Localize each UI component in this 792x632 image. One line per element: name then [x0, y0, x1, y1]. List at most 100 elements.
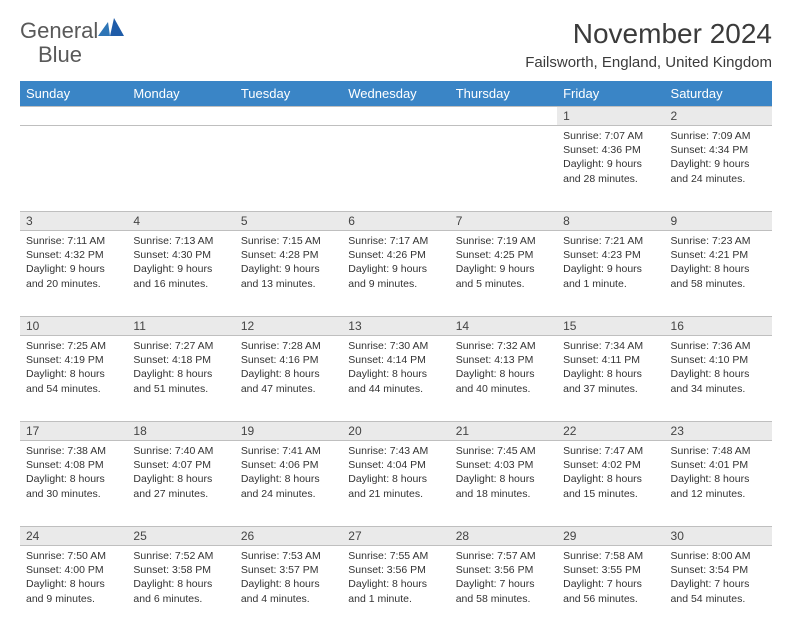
sunset-line: Sunset: 4:14 PM	[348, 353, 443, 367]
day-number-cell	[450, 107, 557, 126]
sunset-line: Sunset: 4:07 PM	[133, 458, 228, 472]
day-cell: Sunrise: 7:45 AMSunset: 4:03 PMDaylight:…	[450, 441, 557, 527]
calendar-table: SundayMondayTuesdayWednesdayThursdayFrid…	[20, 81, 772, 632]
day-cell: Sunrise: 7:19 AMSunset: 4:25 PMDaylight:…	[450, 231, 557, 317]
day-header: Friday	[557, 81, 664, 107]
sunrise-line: Sunrise: 7:27 AM	[133, 339, 228, 353]
daylight-line: Daylight: 8 hours and 18 minutes.	[456, 472, 551, 500]
day-number-cell: 5	[235, 212, 342, 231]
day-cell	[235, 126, 342, 212]
day-cell: Sunrise: 7:17 AMSunset: 4:26 PMDaylight:…	[342, 231, 449, 317]
day-cell: Sunrise: 7:40 AMSunset: 4:07 PMDaylight:…	[127, 441, 234, 527]
daylight-line: Daylight: 8 hours and 9 minutes.	[26, 577, 121, 605]
day-cell: Sunrise: 7:11 AMSunset: 4:32 PMDaylight:…	[20, 231, 127, 317]
daylight-line: Daylight: 9 hours and 9 minutes.	[348, 262, 443, 290]
day-cell: Sunrise: 7:13 AMSunset: 4:30 PMDaylight:…	[127, 231, 234, 317]
sunrise-line: Sunrise: 7:40 AM	[133, 444, 228, 458]
day-cell-body: Sunrise: 7:07 AMSunset: 4:36 PMDaylight:…	[557, 126, 664, 192]
daynum-row: 12	[20, 107, 772, 126]
sunset-line: Sunset: 4:04 PM	[348, 458, 443, 472]
logo: General Blue	[20, 18, 124, 67]
daylight-line: Daylight: 9 hours and 20 minutes.	[26, 262, 121, 290]
day-cell: Sunrise: 7:27 AMSunset: 4:18 PMDaylight:…	[127, 336, 234, 422]
day-cell	[342, 126, 449, 212]
day-cell	[127, 126, 234, 212]
sunset-line: Sunset: 4:06 PM	[241, 458, 336, 472]
day-number-cell: 4	[127, 212, 234, 231]
day-cell-body: Sunrise: 7:36 AMSunset: 4:10 PMDaylight:…	[665, 336, 772, 402]
week-row: Sunrise: 7:50 AMSunset: 4:00 PMDaylight:…	[20, 546, 772, 632]
week-row: Sunrise: 7:38 AMSunset: 4:08 PMDaylight:…	[20, 441, 772, 527]
daynum-row: 24252627282930	[20, 527, 772, 546]
month-title: November 2024	[525, 18, 772, 50]
daylight-line: Daylight: 8 hours and 4 minutes.	[241, 577, 336, 605]
sunset-line: Sunset: 3:56 PM	[456, 563, 551, 577]
day-cell	[450, 126, 557, 212]
day-cell-body: Sunrise: 7:45 AMSunset: 4:03 PMDaylight:…	[450, 441, 557, 507]
day-cell: Sunrise: 7:57 AMSunset: 3:56 PMDaylight:…	[450, 546, 557, 632]
day-cell-body: Sunrise: 7:28 AMSunset: 4:16 PMDaylight:…	[235, 336, 342, 402]
day-cell: Sunrise: 7:36 AMSunset: 4:10 PMDaylight:…	[665, 336, 772, 422]
day-cell-body: Sunrise: 7:11 AMSunset: 4:32 PMDaylight:…	[20, 231, 127, 297]
sunrise-line: Sunrise: 7:45 AM	[456, 444, 551, 458]
sunset-line: Sunset: 4:26 PM	[348, 248, 443, 262]
sunrise-line: Sunrise: 7:13 AM	[133, 234, 228, 248]
day-cell-body: Sunrise: 7:15 AMSunset: 4:28 PMDaylight:…	[235, 231, 342, 297]
day-number-cell	[127, 107, 234, 126]
day-header: Wednesday	[342, 81, 449, 107]
week-row: Sunrise: 7:07 AMSunset: 4:36 PMDaylight:…	[20, 126, 772, 212]
day-cell-body: Sunrise: 7:38 AMSunset: 4:08 PMDaylight:…	[20, 441, 127, 507]
sunset-line: Sunset: 3:55 PM	[563, 563, 658, 577]
sunset-line: Sunset: 4:34 PM	[671, 143, 766, 157]
day-cell-body: Sunrise: 8:00 AMSunset: 3:54 PMDaylight:…	[665, 546, 772, 612]
day-cell: Sunrise: 7:25 AMSunset: 4:19 PMDaylight:…	[20, 336, 127, 422]
day-number-cell: 30	[665, 527, 772, 546]
daylight-line: Daylight: 8 hours and 27 minutes.	[133, 472, 228, 500]
daylight-line: Daylight: 8 hours and 47 minutes.	[241, 367, 336, 395]
sunrise-line: Sunrise: 7:57 AM	[456, 549, 551, 563]
day-number-cell: 17	[20, 422, 127, 441]
day-cell-body: Sunrise: 7:27 AMSunset: 4:18 PMDaylight:…	[127, 336, 234, 402]
daylight-line: Daylight: 8 hours and 37 minutes.	[563, 367, 658, 395]
sunrise-line: Sunrise: 7:28 AM	[241, 339, 336, 353]
daylight-line: Daylight: 8 hours and 21 minutes.	[348, 472, 443, 500]
daylight-line: Daylight: 7 hours and 58 minutes.	[456, 577, 551, 605]
sunrise-line: Sunrise: 7:43 AM	[348, 444, 443, 458]
day-number-cell: 11	[127, 317, 234, 336]
day-cell-body: Sunrise: 7:30 AMSunset: 4:14 PMDaylight:…	[342, 336, 449, 402]
logo-text: General Blue	[20, 18, 124, 67]
day-cell-body: Sunrise: 7:55 AMSunset: 3:56 PMDaylight:…	[342, 546, 449, 612]
sunset-line: Sunset: 4:21 PM	[671, 248, 766, 262]
daylight-line: Daylight: 9 hours and 16 minutes.	[133, 262, 228, 290]
sunrise-line: Sunrise: 7:17 AM	[348, 234, 443, 248]
logo-text-gray: General	[20, 18, 98, 43]
day-number-cell: 10	[20, 317, 127, 336]
sunset-line: Sunset: 4:30 PM	[133, 248, 228, 262]
day-cell: Sunrise: 7:09 AMSunset: 4:34 PMDaylight:…	[665, 126, 772, 212]
day-cell: Sunrise: 7:38 AMSunset: 4:08 PMDaylight:…	[20, 441, 127, 527]
sunrise-line: Sunrise: 7:41 AM	[241, 444, 336, 458]
day-cell-body: Sunrise: 7:47 AMSunset: 4:02 PMDaylight:…	[557, 441, 664, 507]
day-number-cell: 14	[450, 317, 557, 336]
day-number-cell	[20, 107, 127, 126]
sunset-line: Sunset: 3:54 PM	[671, 563, 766, 577]
logo-mark-icon	[98, 18, 124, 38]
sunrise-line: Sunrise: 7:11 AM	[26, 234, 121, 248]
day-cell-body: Sunrise: 7:57 AMSunset: 3:56 PMDaylight:…	[450, 546, 557, 612]
daylight-line: Daylight: 8 hours and 51 minutes.	[133, 367, 228, 395]
daylight-line: Daylight: 8 hours and 12 minutes.	[671, 472, 766, 500]
day-cell-body: Sunrise: 7:21 AMSunset: 4:23 PMDaylight:…	[557, 231, 664, 297]
day-number-cell: 12	[235, 317, 342, 336]
day-cell: Sunrise: 7:23 AMSunset: 4:21 PMDaylight:…	[665, 231, 772, 317]
day-cell-body: Sunrise: 7:23 AMSunset: 4:21 PMDaylight:…	[665, 231, 772, 297]
daylight-line: Daylight: 9 hours and 13 minutes.	[241, 262, 336, 290]
day-number-cell: 29	[557, 527, 664, 546]
day-number-cell: 21	[450, 422, 557, 441]
day-cell-body: Sunrise: 7:48 AMSunset: 4:01 PMDaylight:…	[665, 441, 772, 507]
daylight-line: Daylight: 9 hours and 1 minute.	[563, 262, 658, 290]
day-cell: Sunrise: 7:34 AMSunset: 4:11 PMDaylight:…	[557, 336, 664, 422]
week-row: Sunrise: 7:25 AMSunset: 4:19 PMDaylight:…	[20, 336, 772, 422]
day-cell	[20, 126, 127, 212]
day-cell-body: Sunrise: 7:41 AMSunset: 4:06 PMDaylight:…	[235, 441, 342, 507]
day-cell: Sunrise: 7:07 AMSunset: 4:36 PMDaylight:…	[557, 126, 664, 212]
